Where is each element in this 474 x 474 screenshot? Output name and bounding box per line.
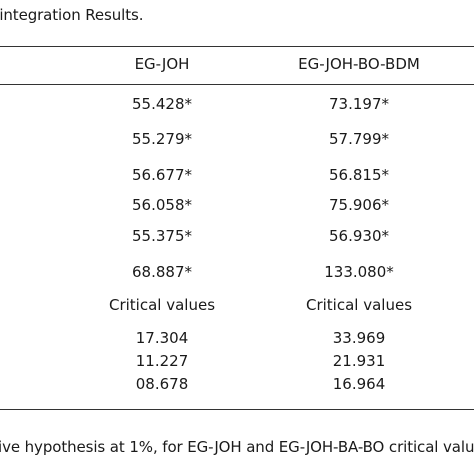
table-cell: 68.887* xyxy=(132,263,192,281)
table-cell: 55.279* xyxy=(132,130,192,148)
critical-values-label: Critical values xyxy=(305,296,413,314)
column-header-eg-joh: EG-JOH xyxy=(134,55,190,73)
table-top-rule xyxy=(0,46,474,47)
table-caption: -integration Results. xyxy=(0,6,144,24)
table-cell: 33.969 xyxy=(332,329,386,347)
table-cell: 56.677* xyxy=(132,166,192,184)
table-footnote: ive hypothesis at 1%, for EG-JOH and EG-… xyxy=(0,438,474,456)
table-cell: 75.906* xyxy=(329,196,389,214)
table-cell: 16.964 xyxy=(332,375,386,393)
table-header-rule xyxy=(0,84,474,85)
table-cell: 133.080* xyxy=(324,263,394,281)
table-cell: 56.815* xyxy=(329,166,389,184)
table-cell: 55.375* xyxy=(132,227,192,245)
table-cell: 73.197* xyxy=(329,95,389,113)
column-header-eg-joh-bo-bdm: EG-JOH-BO-BDM xyxy=(298,55,420,73)
table-cell: 17.304 xyxy=(135,329,189,347)
table-cell: 11.227 xyxy=(135,352,189,370)
table-cell: 57.799* xyxy=(329,130,389,148)
critical-values-label: Critical values xyxy=(108,296,216,314)
table-cell: 21.931 xyxy=(332,352,386,370)
table-bottom-rule xyxy=(0,409,474,410)
table-cell: 56.930* xyxy=(329,227,389,245)
table-cell: 08.678 xyxy=(135,375,189,393)
table-cell: 55.428* xyxy=(132,95,192,113)
table-cell: 56.058* xyxy=(132,196,192,214)
